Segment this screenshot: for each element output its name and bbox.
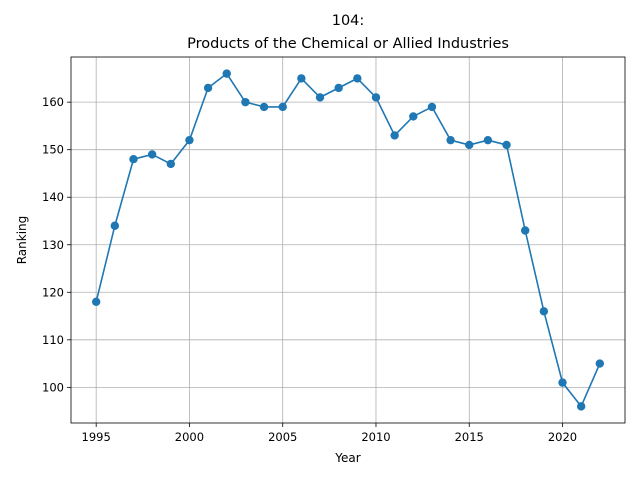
data-point: [334, 83, 343, 93]
data-point: [446, 135, 455, 145]
data-point: [203, 83, 213, 93]
data-series: [91, 69, 605, 411]
data-point: [409, 112, 418, 121]
data-point: [521, 226, 530, 235]
data-point: [353, 74, 362, 83]
x-tick-label: 2015: [455, 430, 484, 444]
data-point: [465, 140, 474, 150]
data-point: [259, 102, 269, 112]
data-point: [110, 221, 120, 230]
data-point: [502, 140, 511, 150]
x-tick-label: 1995: [82, 430, 111, 444]
series-line: [95, 72, 601, 408]
data-point: [278, 102, 287, 112]
y-tick-label: 120: [42, 285, 64, 299]
y-tick-label: 140: [42, 190, 64, 204]
data-point: [222, 69, 231, 78]
x-axis-label: Year: [334, 451, 360, 465]
data-point: [371, 93, 381, 102]
x-tick-label: 2000: [175, 430, 204, 444]
y-tick-label: 150: [42, 143, 64, 157]
data-point: [147, 150, 157, 159]
grid-lines: [71, 57, 625, 423]
data-point: [595, 359, 605, 368]
y-axis-label: Ranking: [15, 216, 29, 265]
x-tick-label: 2020: [548, 430, 577, 444]
y-tick-label: 110: [42, 333, 64, 347]
data-point: [427, 102, 437, 112]
data-point: [297, 74, 306, 83]
data-point: [91, 297, 101, 306]
y-tick-label: 130: [42, 238, 64, 252]
data-point: [129, 154, 138, 164]
x-tick-label: 2010: [361, 430, 390, 444]
y-tick-label: 100: [42, 380, 64, 394]
data-point: [539, 307, 549, 316]
x-tick-label: 2005: [268, 430, 297, 444]
y-tick-label: 160: [42, 95, 64, 109]
plot-area-frame: [70, 56, 626, 424]
chart-title-line2: Products of the Chemical or Allied Indus…: [187, 36, 509, 52]
data-point: [166, 159, 175, 169]
data-point: [390, 131, 399, 140]
data-point: [576, 402, 586, 411]
data-point: [185, 135, 194, 145]
data-point: [558, 378, 567, 387]
chart-title-line1: 104:: [332, 13, 365, 29]
data-point: [241, 97, 250, 107]
axis-ticks: 1995 2000 2005 2010 2015 2020 100 110 120 130 140 1…: [42, 95, 577, 444]
data-point: [315, 93, 325, 102]
data-point: [483, 135, 493, 145]
